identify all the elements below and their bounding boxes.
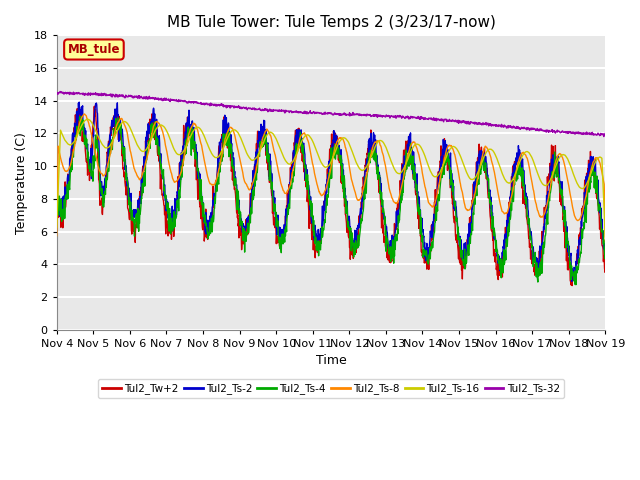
Tul2_Tw+2: [53, 207, 61, 213]
Tul2_Ts-4: [162, 192, 170, 198]
Tul2_Ts-8: [162, 144, 170, 149]
Tul2_Ts-2: [568, 278, 575, 284]
Tul2_Tw+2: [175, 173, 183, 179]
Line: Tul2_Ts-8: Tul2_Ts-8: [57, 114, 605, 240]
Tul2_Ts-32: [488, 122, 496, 128]
Tul2_Ts-4: [537, 259, 545, 265]
Text: MB_tule: MB_tule: [68, 43, 120, 56]
Tul2_Ts-2: [53, 189, 61, 194]
Tul2_Ts-2: [537, 247, 545, 252]
Tul2_Ts-32: [537, 126, 545, 132]
Tul2_Ts-32: [600, 134, 607, 140]
Tul2_Ts-8: [175, 175, 183, 180]
Line: Tul2_Ts-4: Tul2_Ts-4: [57, 116, 605, 285]
Tul2_Tw+2: [237, 232, 244, 238]
Tul2_Ts-2: [237, 212, 244, 217]
Line: Tul2_Tw+2: Tul2_Tw+2: [57, 106, 605, 286]
Tul2_Ts-2: [162, 193, 170, 199]
Tul2_Ts-32: [53, 90, 61, 96]
Tul2_Tw+2: [162, 231, 170, 237]
Tul2_Ts-32: [417, 116, 424, 122]
Line: Tul2_Ts-32: Tul2_Ts-32: [57, 92, 605, 137]
Tul2_Ts-8: [237, 159, 244, 165]
Tul2_Ts-16: [537, 178, 545, 183]
Tul2_Ts-32: [175, 98, 183, 104]
Tul2_Ts-16: [175, 152, 183, 157]
Title: MB Tule Tower: Tule Temps 2 (3/23/17-now): MB Tule Tower: Tule Temps 2 (3/23/17-now…: [166, 15, 495, 30]
Tul2_Tw+2: [417, 233, 424, 239]
Line: Tul2_Ts-2: Tul2_Ts-2: [57, 102, 605, 281]
Tul2_Ts-8: [81, 111, 88, 117]
Tul2_Ts-8: [537, 213, 545, 219]
Tul2_Ts-4: [417, 231, 424, 237]
Tul2_Tw+2: [91, 103, 99, 109]
Tul2_Ts-4: [602, 245, 609, 251]
Tul2_Ts-16: [488, 147, 496, 153]
Tul2_Ts-32: [56, 89, 64, 95]
Tul2_Tw+2: [537, 252, 545, 258]
Legend: Tul2_Tw+2, Tul2_Ts-2, Tul2_Ts-4, Tul2_Ts-8, Tul2_Ts-16, Tul2_Ts-32: Tul2_Tw+2, Tul2_Ts-2, Tul2_Ts-4, Tul2_Ts…: [98, 379, 564, 398]
Tul2_Ts-4: [175, 187, 183, 193]
Tul2_Ts-2: [602, 255, 609, 261]
Tul2_Ts-16: [162, 126, 170, 132]
Tul2_Ts-2: [175, 184, 183, 190]
Tul2_Ts-4: [77, 113, 85, 119]
Tul2_Ts-4: [53, 199, 61, 205]
Tul2_Ts-8: [488, 160, 496, 166]
Tul2_Ts-32: [237, 104, 244, 110]
Y-axis label: Temperature (C): Temperature (C): [15, 132, 28, 233]
Tul2_Ts-4: [572, 282, 580, 288]
Tul2_Ts-2: [488, 216, 496, 221]
Tul2_Ts-8: [602, 238, 609, 243]
Tul2_Ts-16: [84, 117, 92, 122]
X-axis label: Time: Time: [316, 354, 346, 367]
Tul2_Ts-8: [417, 159, 424, 165]
Tul2_Ts-16: [602, 234, 609, 240]
Tul2_Ts-16: [237, 134, 244, 140]
Tul2_Ts-32: [162, 97, 170, 103]
Tul2_Ts-2: [417, 207, 424, 213]
Tul2_Ts-4: [237, 209, 244, 215]
Tul2_Ts-32: [602, 131, 609, 136]
Line: Tul2_Ts-16: Tul2_Ts-16: [57, 120, 605, 237]
Tul2_Tw+2: [602, 258, 609, 264]
Tul2_Ts-8: [53, 233, 61, 239]
Tul2_Tw+2: [488, 227, 496, 233]
Tul2_Ts-16: [53, 225, 61, 230]
Tul2_Tw+2: [568, 283, 576, 288]
Tul2_Ts-2: [76, 99, 83, 105]
Tul2_Ts-4: [488, 226, 496, 231]
Tul2_Ts-16: [417, 144, 424, 149]
